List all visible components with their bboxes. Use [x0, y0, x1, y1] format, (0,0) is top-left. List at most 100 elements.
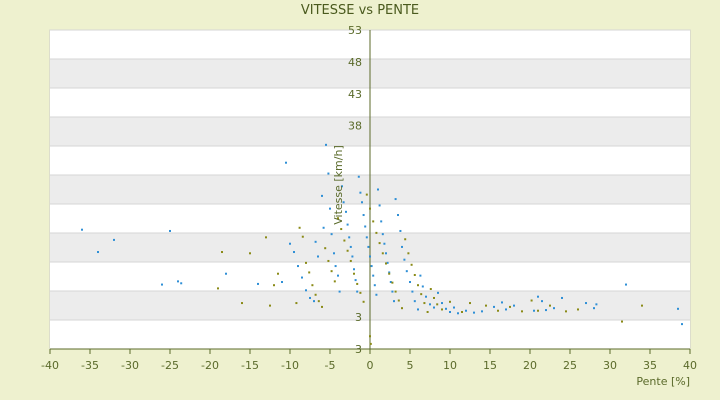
scatter-point: [333, 252, 335, 255]
scatter-point: [81, 228, 83, 231]
scatter-point: [561, 296, 563, 299]
scatter-point: [419, 274, 422, 277]
scatter-point: [625, 283, 627, 286]
x-tick-label: 25: [563, 359, 577, 372]
x-tick-label: -40: [41, 359, 59, 372]
scatter-point: [537, 295, 539, 298]
scatter-point: [425, 295, 427, 298]
scatter-point: [593, 307, 595, 310]
x-tick-label: 0: [367, 359, 374, 372]
scatter-point: [327, 259, 330, 262]
scatter-point: [349, 245, 352, 248]
scatter-point: [473, 311, 475, 314]
scatter-point: [269, 304, 271, 307]
scatter-point: [330, 233, 333, 236]
scatter-point: [257, 282, 259, 285]
scatter-point: [497, 309, 499, 312]
scatter-point: [411, 290, 414, 293]
scatter-point: [353, 268, 355, 271]
x-tick-label: 10: [443, 359, 457, 372]
scatter-point: [241, 302, 243, 305]
scatter-point: [177, 280, 179, 283]
scatter-point: [553, 307, 555, 310]
scatter-point: [305, 261, 307, 264]
scatter-point: [393, 300, 395, 303]
scatter-point: [449, 300, 451, 303]
scatter-point: [565, 310, 567, 313]
scatter-point: [298, 226, 301, 229]
x-tick-label: -25: [161, 359, 179, 372]
scatter-point: [389, 281, 392, 284]
scatter-point: [341, 185, 343, 188]
scatter-point: [297, 265, 299, 268]
scatter-point: [225, 272, 227, 275]
y-tick-label: 53: [348, 24, 362, 37]
scatter-point: [429, 303, 431, 306]
scatter-point: [375, 293, 378, 296]
x-tick-label: 15: [483, 359, 497, 372]
scatter-point: [340, 228, 343, 231]
scatter-point: [585, 302, 587, 305]
scatter-point: [641, 304, 643, 307]
scatter-point: [501, 301, 503, 304]
scatter-point: [423, 302, 426, 305]
scatter-point: [378, 204, 381, 207]
scatter-point: [409, 281, 411, 284]
scatter-point: [437, 291, 439, 294]
scatter-point: [289, 242, 291, 245]
scatter-point: [357, 175, 360, 178]
scatter-point: [436, 303, 439, 306]
scatter-point: [359, 191, 362, 194]
scatter-point: [348, 236, 351, 239]
scatter-point: [273, 284, 275, 287]
scatter-point: [383, 242, 386, 245]
scatter-point: [281, 281, 283, 284]
scatter-point: [314, 293, 317, 296]
scatter-point: [356, 290, 359, 293]
scatter-point: [364, 225, 367, 228]
x-axis-label: Pente [%]: [636, 375, 690, 388]
x-tick-label: -35: [81, 359, 99, 372]
scatter-point: [429, 288, 432, 291]
scatter-point: [327, 172, 330, 175]
scatter-point: [481, 310, 483, 313]
scatter-point: [404, 238, 407, 241]
scatter-point: [453, 306, 455, 309]
scatter-point: [361, 201, 363, 204]
scatter-point: [391, 281, 394, 284]
scatter-point: [513, 304, 515, 307]
scatter-point: [359, 291, 362, 294]
scatter-point: [403, 258, 406, 261]
scatter-point: [441, 308, 443, 311]
scatter-point: [397, 214, 399, 217]
scatter-point: [537, 309, 539, 312]
chart-title: VITESSE vs PENTE: [301, 3, 419, 18]
scatter-point: [549, 304, 551, 307]
scatter-point: [457, 312, 459, 315]
scatter-point: [369, 255, 371, 258]
scatter-point: [221, 251, 223, 254]
scatter-point: [417, 308, 419, 311]
scatter-point: [385, 262, 387, 265]
scatter-point: [681, 323, 683, 326]
scatter-point: [433, 306, 435, 309]
scatter-point: [509, 305, 511, 308]
scatter-point: [420, 293, 423, 296]
scatter-point: [330, 270, 333, 273]
scatter-point: [313, 300, 315, 303]
scatter-point: [277, 272, 279, 275]
scatter-point: [317, 300, 320, 303]
x-tick-label: 40: [683, 359, 697, 372]
scatter-point: [388, 271, 391, 274]
scatter-point: [301, 235, 304, 238]
scatter-point: [621, 320, 623, 323]
scatter-point: [351, 255, 354, 258]
scatter-point: [324, 247, 327, 250]
scatter-point: [322, 226, 325, 229]
x-tick-label: -20: [201, 359, 219, 372]
scatter-point: [397, 299, 400, 302]
scatter-point: [533, 309, 535, 312]
scatter-point: [337, 217, 339, 220]
scatter-point: [426, 310, 429, 313]
